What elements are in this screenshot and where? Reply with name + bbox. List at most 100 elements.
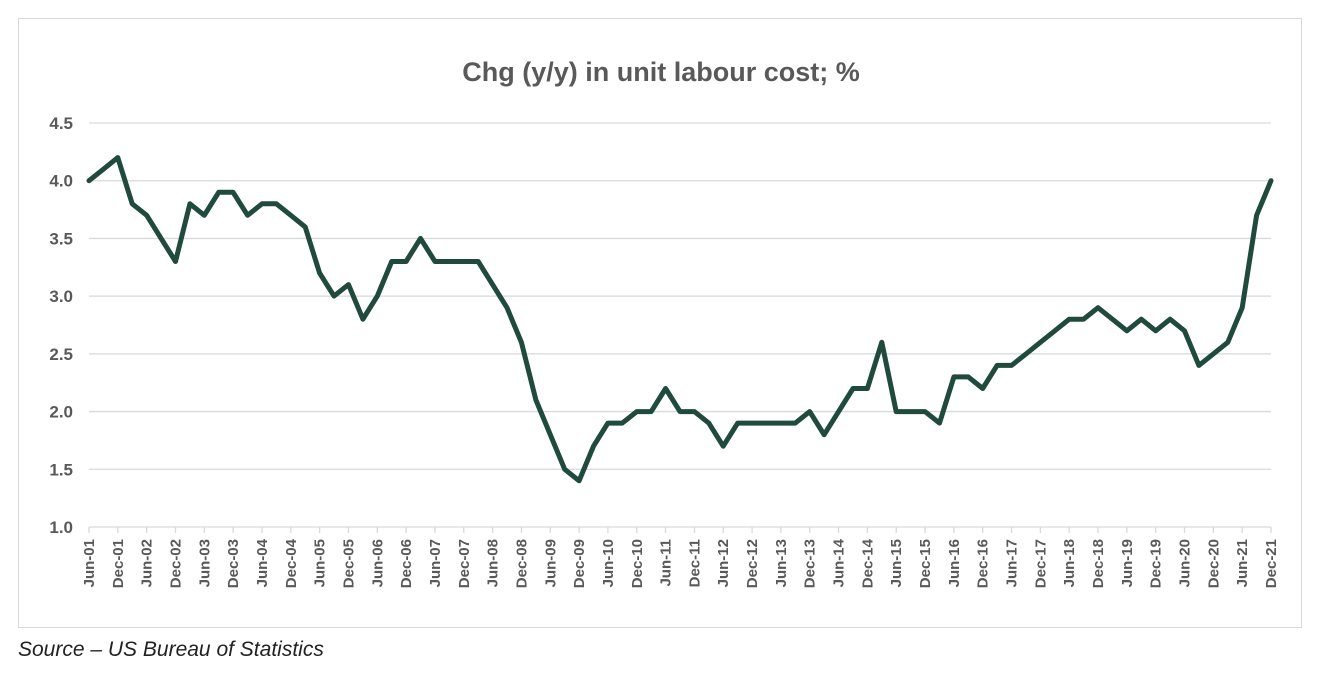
data-point [721,444,726,449]
data-point [923,409,928,414]
data-point [678,409,683,414]
data-point [1038,340,1043,345]
data-point [879,340,884,345]
y-tick-label: 4.5 [49,114,73,133]
data-point [562,467,567,472]
data-point [332,294,337,299]
data-point [101,167,106,172]
x-tick-label: Dec-20 [1205,539,1222,588]
x-tick-label: Jun-05 [312,539,329,587]
data-point [447,259,452,264]
data-point [908,409,913,414]
x-axis-ticks: Jun-01 Dec-01 Jun-02 Dec-02 Jun-03 Dec-03 Jun-… [81,527,1280,588]
data-point [1225,340,1230,345]
x-tick-label: Dec-03 [225,539,242,588]
line-chart: Chg (y/y) in unit labour cost; % 1.0 1.5 2… [49,57,1280,588]
data-point [1196,363,1201,368]
data-point [692,409,697,414]
data-point [87,178,92,183]
data-point [778,421,783,426]
x-tick-label: Jun-18 [1061,539,1078,587]
data-point [966,374,971,379]
data-point [649,409,654,414]
x-tick-label: Jun-06 [369,539,386,587]
x-tick-label: Dec-18 [1090,539,1107,588]
data-point [1110,317,1115,322]
data-point [663,386,668,391]
x-tick-label: Jun-11 [658,539,675,587]
x-tick-label: Jun-01 [81,539,98,587]
x-tick-label: Jun-02 [139,539,156,587]
data-point [1124,328,1129,333]
data-point [432,259,437,264]
y-tick-label: 2.0 [49,403,73,422]
data-point [1168,317,1173,322]
x-tick-label: Jun-13 [773,539,790,587]
x-tick-label: Dec-02 [167,539,184,588]
x-tick-label: Dec-09 [571,539,588,588]
data-point [822,432,827,437]
data-point [764,421,769,426]
data-point [519,340,524,345]
data-point [216,190,221,195]
data-point [115,155,120,160]
x-tick-label: Jun-19 [1119,539,1136,587]
source-note: Source – US Bureau of Statistics [18,638,324,661]
y-tick-label: 3.0 [49,287,73,306]
data-point [1240,305,1245,310]
x-tick-label: Dec-07 [456,539,473,588]
data-point [259,201,264,206]
data-point [894,409,899,414]
data-point [1096,305,1101,310]
data-point [533,398,538,403]
x-tick-label: Dec-08 [513,539,530,588]
data-point [346,282,351,287]
data-point [620,421,625,426]
data-point [995,363,1000,368]
y-tick-label: 4.0 [49,172,73,191]
data-point [793,421,798,426]
data-point [1211,351,1216,356]
data-point [706,421,711,426]
x-tick-label: Jun-15 [888,539,905,587]
x-tick-label: Jun-17 [1004,539,1021,587]
data-point [980,386,985,391]
gridlines [89,122,1271,528]
data-point [202,213,207,218]
data-point [476,259,481,264]
x-tick-label: Dec-05 [340,539,357,588]
data-point [375,294,380,299]
data-point [951,374,956,379]
x-tick-label: Jun-08 [485,539,502,587]
data-point [231,190,236,195]
data-point [288,213,293,218]
data-point [1269,178,1274,183]
x-tick-label: Jun-20 [1177,539,1194,587]
x-tick-label: Dec-10 [629,539,646,588]
data-point [490,282,495,287]
data-point [187,201,192,206]
data-point [750,421,755,426]
data-point [505,305,510,310]
y-tick-label: 3.5 [49,229,73,248]
x-tick-label: Jun-04 [254,538,271,587]
x-tick-label: Dec-04 [283,538,300,588]
data-point [1182,328,1187,333]
data-point [461,259,466,264]
x-tick-label: Jun-16 [946,539,963,587]
data-point [1023,351,1028,356]
data-point [130,201,135,206]
x-tick-label: Dec-12 [744,539,761,588]
data-point [1067,317,1072,322]
data-point [159,236,164,241]
x-tick-label: Dec-01 [110,539,127,588]
x-tick-label: Dec-13 [802,539,819,588]
data-point [389,259,394,264]
data-point [418,236,423,241]
y-axis-ticks: 1.0 1.5 2.0 2.5 3.0 3.5 4.0 4.5 [49,114,73,537]
y-tick-label: 1.0 [49,518,73,537]
x-tick-label: Jun-10 [600,539,617,587]
data-point [591,444,596,449]
data-point [274,201,279,206]
x-tick-label: Jun-12 [715,539,732,587]
